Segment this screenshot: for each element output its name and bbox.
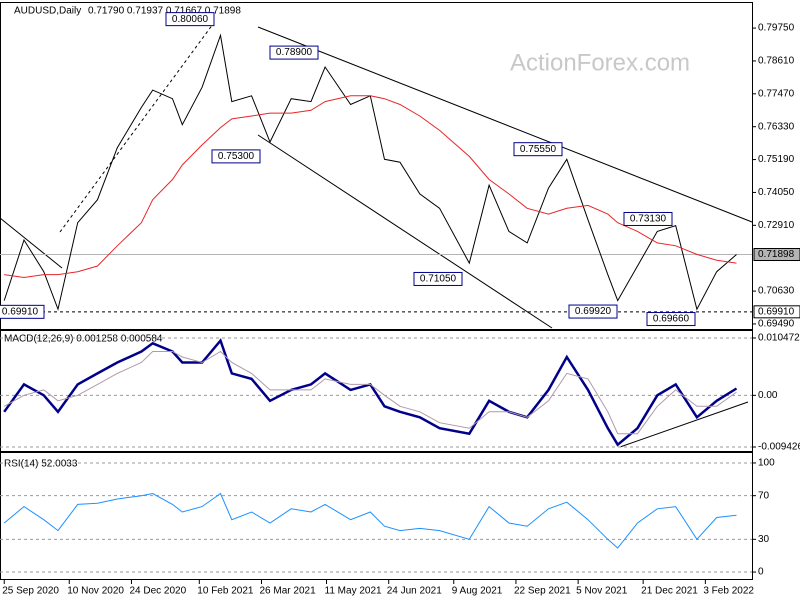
x-tick-label: 22 Sep 2021 (514, 586, 571, 597)
x-tick-label: 24 Jun 2021 (387, 586, 442, 597)
y-tick-label: 0.75190 (758, 154, 795, 165)
y-tick-label: 0.010472 (758, 333, 800, 344)
macd-label: MACD(12,26,9) 0.001258 0.000584 (4, 334, 163, 345)
y-tick-label: 0.77470 (758, 88, 795, 99)
y-tick-label: 0.78610 (758, 56, 795, 67)
series-line (3, 492, 737, 549)
y-tick-label: 0.79750 (758, 23, 795, 34)
annotation-label: 0.75550 (520, 144, 557, 155)
annotation-label: 0.69920 (575, 306, 612, 317)
level-label: 0.69910 (758, 306, 795, 317)
quote-label: 0.71790 0.71937 0.71667 0.71898 (88, 6, 241, 17)
annotation-box (646, 312, 696, 327)
series-line (4, 95, 737, 279)
annotation-box (623, 211, 673, 226)
series-line (3, 338, 738, 447)
y-tick-label: 0.74050 (758, 187, 795, 198)
annotation-box (413, 271, 463, 286)
annotation-box (568, 304, 618, 319)
series-line (3, 33, 737, 311)
annotation-box (513, 142, 563, 157)
annotation-label: 0.71050 (420, 274, 457, 285)
y-tick-label: 30 (758, 534, 770, 545)
y-tick-label: 100 (758, 458, 775, 469)
upper-channel (257, 26, 753, 223)
pane-border (0, 330, 753, 452)
trend-line (0, 217, 63, 269)
level-box (753, 248, 800, 262)
x-tick-label: 10 Nov 2020 (67, 586, 124, 597)
x-tick-label: 3 Feb 2022 (703, 586, 754, 597)
x-tick-label: 26 Mar 2021 (260, 586, 317, 597)
watermark: ActionForex.com (510, 49, 690, 76)
y-tick-label: 0.00 (758, 390, 778, 401)
y-tick-label: 0.69490 (758, 319, 795, 330)
y-tick-label: 0 (758, 567, 764, 578)
level-label: 0.71898 (758, 249, 795, 260)
x-tick-label: 24 Dec 2020 (129, 586, 186, 597)
series-line (3, 350, 737, 435)
annotation-label: 0.69910 (2, 306, 39, 317)
annotation-label: 0.69660 (653, 314, 690, 325)
lower-channel (257, 134, 553, 329)
x-tick-label: 25 Sep 2020 (2, 586, 59, 597)
pane-border (0, 452, 753, 580)
symbol-label: AUDUSD,Daily (14, 6, 81, 17)
rsi-label: RSI(14) 52.0033 (4, 459, 78, 470)
macd-trend-line (619, 401, 749, 448)
level-box (753, 305, 800, 319)
y-tick-label: 70 (758, 490, 770, 501)
x-tick-label: 21 Dec 2021 (641, 586, 698, 597)
y-tick-label: 0.70630 (758, 286, 795, 297)
trend-line (59, 23, 214, 233)
annotation-label: 0.80060 (172, 14, 209, 25)
annotation-box (269, 45, 319, 60)
annotation-box (211, 149, 261, 164)
x-tick-label: 11 May 2021 (325, 586, 383, 597)
annotation-label: 0.78900 (276, 47, 313, 58)
annotation-label: 0.75300 (218, 151, 255, 162)
annotation-box (165, 12, 215, 27)
annotation-label: 0.73130 (630, 214, 667, 225)
annotation-box (0, 304, 45, 319)
y-tick-label: 0.72910 (758, 220, 795, 231)
pane-border (0, 2, 753, 330)
x-tick-label: 10 Feb 2021 (197, 586, 254, 597)
x-tick-label: 9 Aug 2021 (452, 586, 503, 597)
y-tick-label: -0.009426 (758, 442, 800, 453)
y-tick-label: 0.76330 (758, 121, 795, 132)
x-tick-label: 5 Nov 2021 (576, 586, 628, 597)
trend-lines (0, 23, 753, 448)
